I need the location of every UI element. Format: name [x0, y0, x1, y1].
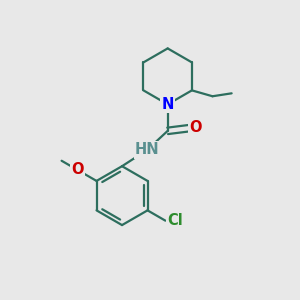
Text: O: O [71, 162, 84, 177]
Text: HN: HN [135, 142, 159, 158]
Text: Cl: Cl [167, 213, 183, 228]
Text: N: N [161, 97, 174, 112]
Text: O: O [189, 120, 202, 135]
